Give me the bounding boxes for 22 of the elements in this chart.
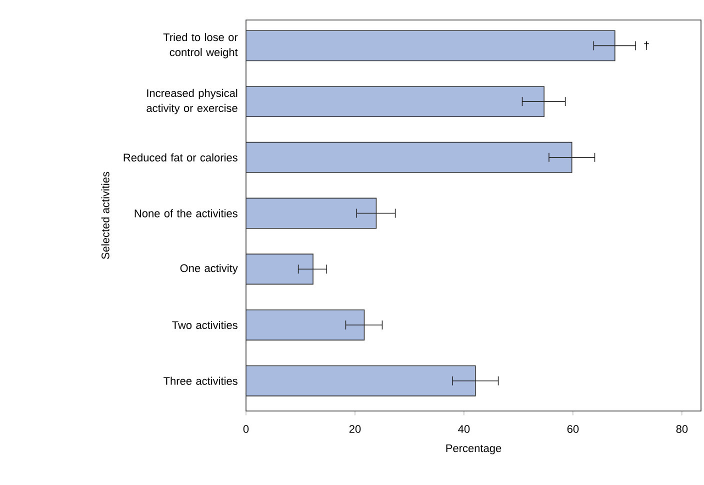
bar xyxy=(246,365,476,396)
y-tick-label: Increased physical activity or exercise xyxy=(146,88,238,114)
x-tick-label: 20 xyxy=(349,425,361,433)
y-axis-title: Selected activities xyxy=(101,172,110,260)
y-tick-label: Two activities xyxy=(172,320,238,330)
x-axis-title: Percentage xyxy=(446,444,502,454)
y-tick-label: Reduced fat or calories xyxy=(124,153,238,162)
bar xyxy=(246,30,616,62)
y-tick-label: One activity xyxy=(180,264,238,274)
bar xyxy=(246,310,365,340)
y-tick-label: None of the activities xyxy=(134,209,238,218)
x-tick-label: 0 xyxy=(243,425,249,433)
y-tick-label: Three activities xyxy=(164,376,238,385)
bar xyxy=(246,142,572,173)
annotation: † xyxy=(644,41,649,50)
bar xyxy=(246,86,544,118)
x-tick-label: 60 xyxy=(567,425,579,433)
bar xyxy=(246,198,377,229)
x-tick-label: 40 xyxy=(458,425,470,433)
bar xyxy=(246,254,314,285)
y-tick-label: Tried to lose or control weight xyxy=(163,33,238,58)
x-tick-label: 80 xyxy=(676,425,688,433)
